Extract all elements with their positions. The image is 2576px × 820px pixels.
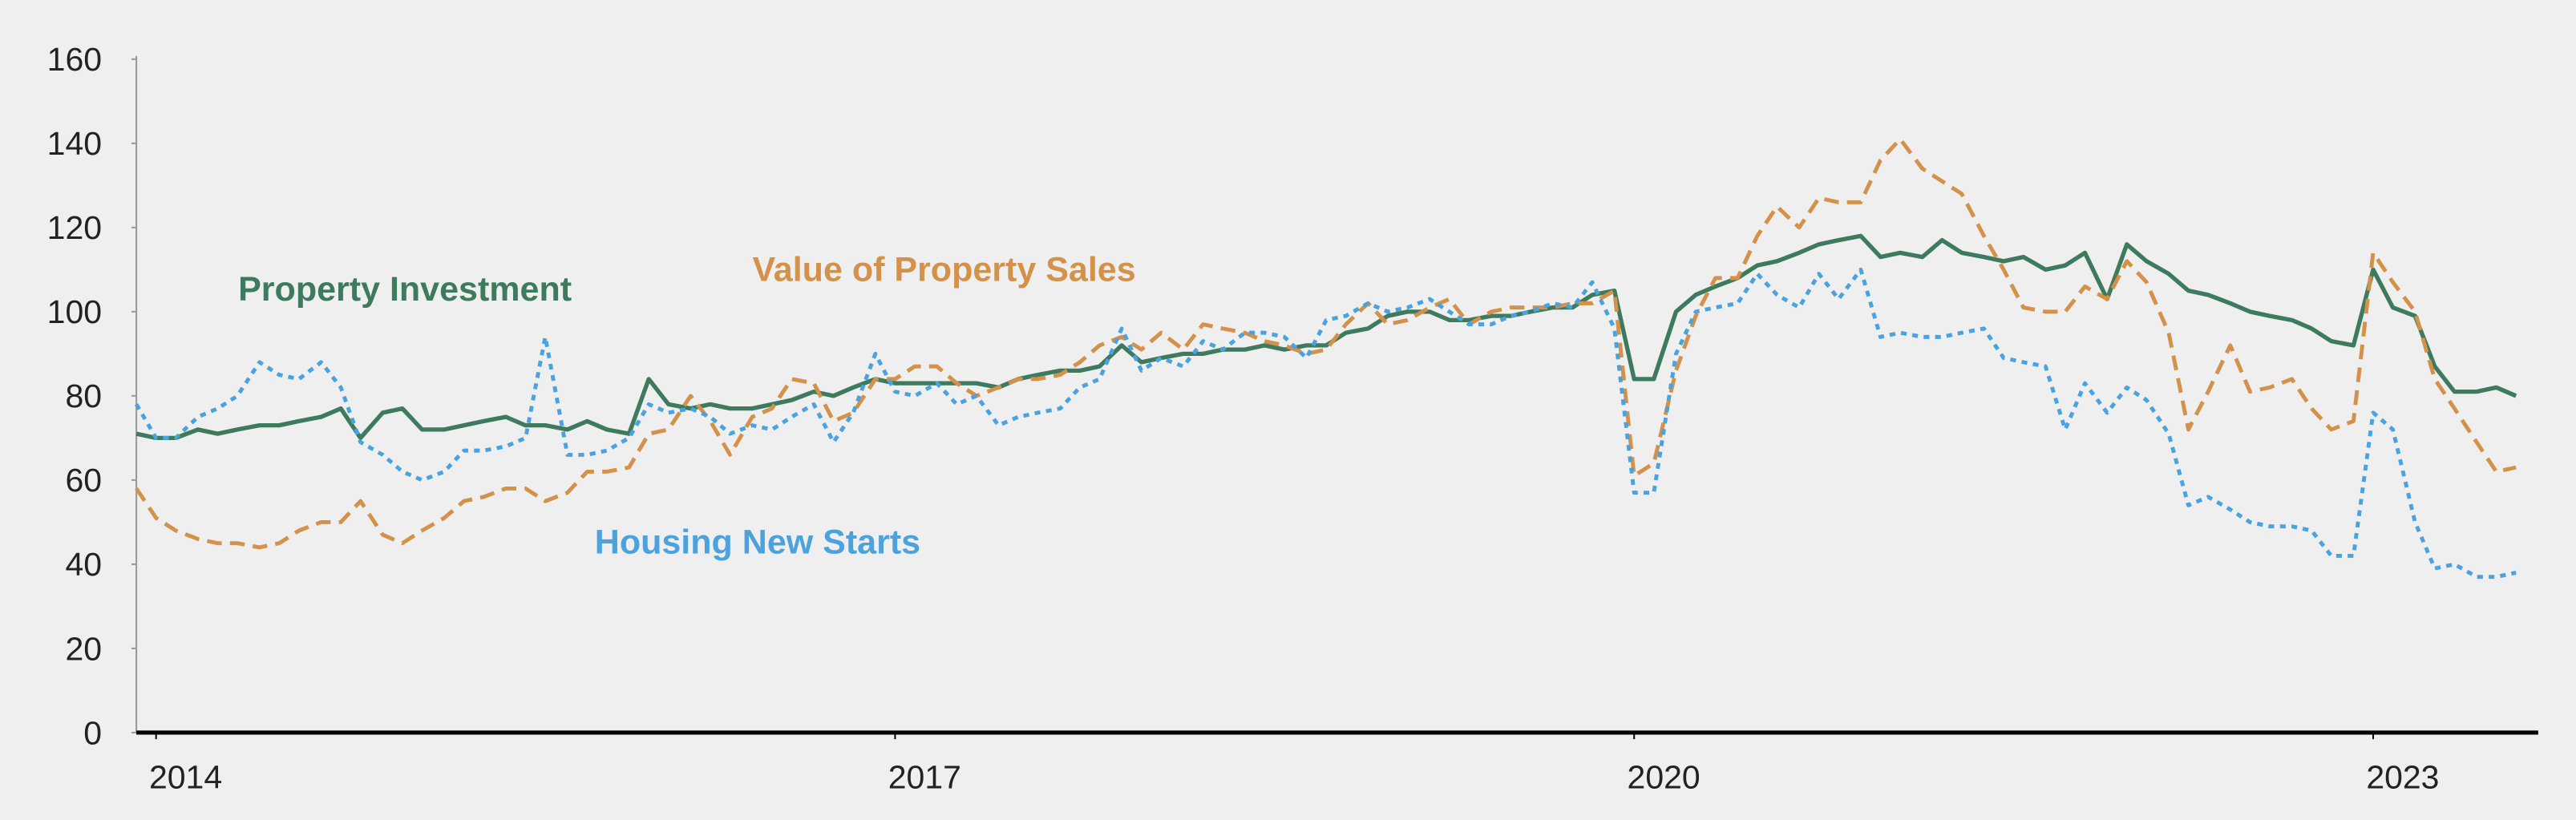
x-tick-label: 2017	[888, 759, 961, 796]
series-line	[135, 233, 2517, 441]
series-line	[135, 137, 2517, 550]
x-tick-label: 2020	[1628, 759, 1700, 796]
y-tick-label: 0	[83, 714, 102, 751]
x-tick-label: 2023	[2366, 759, 2439, 796]
x-tick-label: 2014	[149, 759, 222, 796]
y-tick-label: 140	[47, 125, 102, 162]
series-annotation: Value of Property Sales	[752, 250, 1135, 289]
y-tick-label: 40	[65, 546, 102, 583]
y-tick-label: 120	[47, 209, 102, 246]
series-annotation: Housing New Starts	[595, 523, 920, 562]
y-tick-label: 80	[65, 378, 102, 414]
y-tick-label: 160	[47, 41, 102, 78]
series-annotation: Property Investment	[238, 270, 572, 309]
y-tick-label: 100	[47, 293, 102, 330]
series-line	[134, 267, 2517, 580]
y-tick-label: 60	[65, 462, 102, 499]
y-tick-label: 20	[65, 630, 102, 667]
